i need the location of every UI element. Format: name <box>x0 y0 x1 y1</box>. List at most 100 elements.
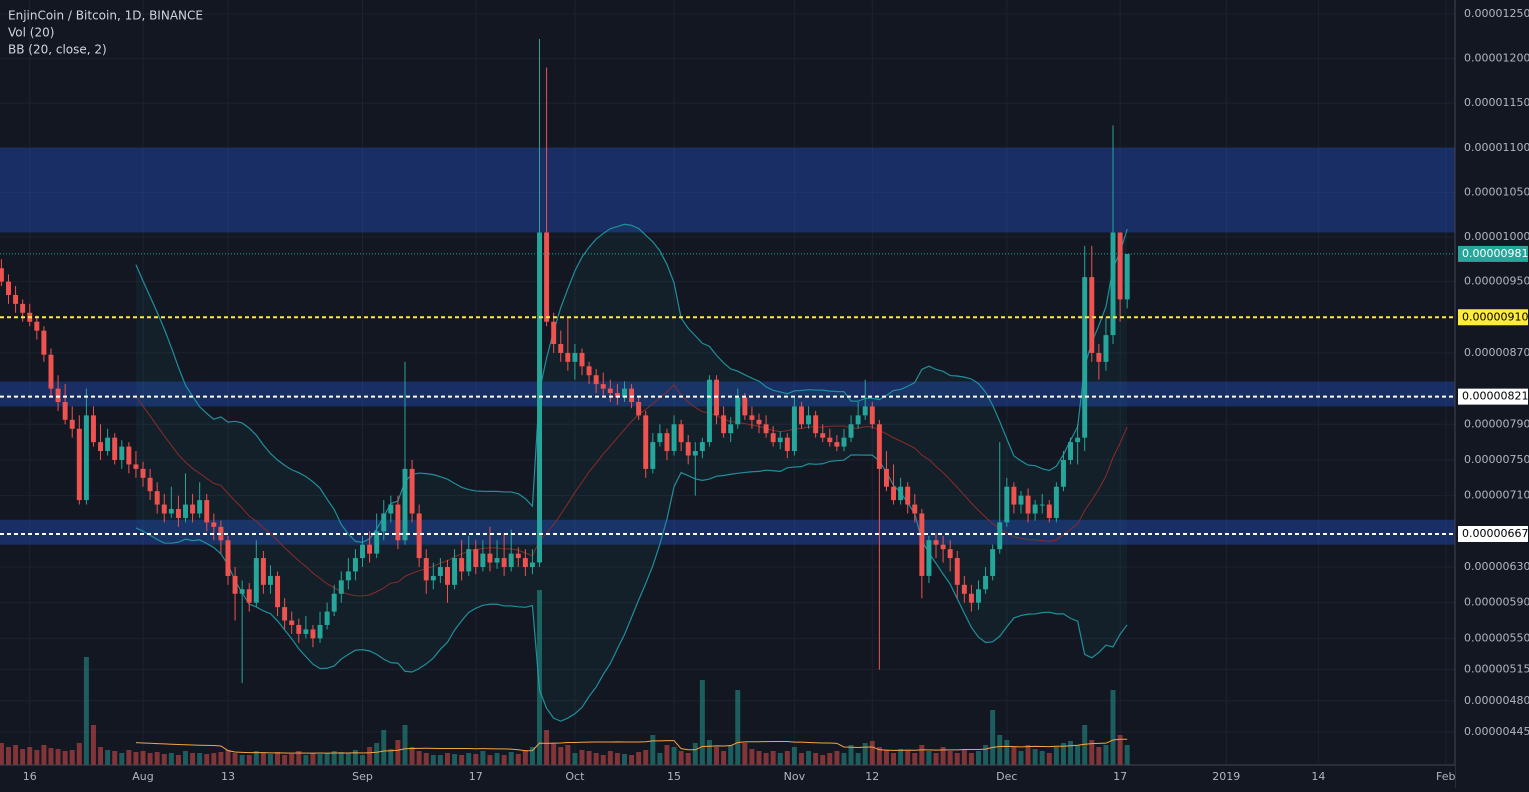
volume-bar <box>480 751 486 765</box>
candle-body <box>678 424 684 443</box>
volume-bar <box>260 753 266 765</box>
volume-bar <box>27 747 33 765</box>
candle-body <box>239 589 245 594</box>
volume-bar <box>1032 749 1038 765</box>
candle-body <box>799 406 804 425</box>
volume-bar <box>806 751 812 765</box>
volume-bar <box>756 751 762 765</box>
candle-body <box>430 575 436 581</box>
candle-body <box>961 584 967 594</box>
y-tick-label: 0.00001150 <box>1464 96 1529 109</box>
candle-body <box>494 558 500 563</box>
candle-body <box>126 446 132 465</box>
volume-bar <box>848 745 854 765</box>
candle-body <box>90 415 96 443</box>
y-tick-label: 0.00000710 <box>1464 489 1529 502</box>
volume-bar <box>105 750 111 765</box>
candle-body <box>983 575 989 590</box>
candle-body <box>692 451 698 456</box>
candle-body <box>303 629 309 634</box>
volume-bar <box>345 753 351 765</box>
candle-body <box>246 589 252 603</box>
candle-body <box>515 553 521 559</box>
candle-body <box>147 477 153 492</box>
volume-bar <box>933 753 939 765</box>
candle-body <box>1124 253 1130 300</box>
volume-bar <box>551 743 557 765</box>
candle-body <box>763 424 769 434</box>
volume-bar <box>876 747 882 765</box>
volume-bar <box>98 747 104 765</box>
volume-bar <box>954 753 960 765</box>
candle-body <box>607 388 613 394</box>
candle-body <box>388 504 394 514</box>
candle-body <box>402 468 408 541</box>
volume-bar <box>381 730 387 765</box>
volume-bar <box>905 751 911 765</box>
candle-body <box>204 500 210 523</box>
volume-bar <box>1004 740 1010 765</box>
x-tick-label: Sep <box>352 770 373 783</box>
volume-bar <box>374 743 380 765</box>
candle-body <box>636 401 642 416</box>
volume-bar <box>331 751 337 765</box>
candle-body <box>657 433 663 443</box>
candle-body <box>876 424 882 469</box>
volume-bar <box>395 740 401 765</box>
volume-bar <box>211 753 217 765</box>
candle-body <box>501 558 507 567</box>
candle-body <box>933 540 939 545</box>
candle-body <box>855 415 861 425</box>
candle-body <box>154 491 160 505</box>
volume-bar <box>55 749 61 765</box>
volume-bar <box>20 749 26 765</box>
volume-bar <box>34 750 40 765</box>
volume-bar <box>1075 745 1081 765</box>
volume-bar <box>13 745 19 765</box>
y-tick-label: 0.00000515 <box>1464 663 1529 676</box>
candle-body <box>437 566 443 576</box>
volume-bar <box>522 750 528 765</box>
level-label-bg <box>1458 525 1528 542</box>
volume-bar <box>749 749 755 765</box>
candle-body <box>98 442 104 452</box>
candle-body <box>706 379 712 443</box>
candle-body <box>827 437 833 443</box>
volume-bar <box>317 754 323 765</box>
volume-bar <box>1082 725 1088 765</box>
candle-body <box>140 468 146 478</box>
volume-bar <box>572 753 578 765</box>
candle-body <box>721 415 727 434</box>
volume-bar <box>409 747 415 765</box>
candle-body <box>968 593 974 603</box>
volume-bar <box>267 754 273 765</box>
volume-bar <box>1068 741 1074 765</box>
candle-body <box>905 486 911 505</box>
volume-bar <box>289 754 295 765</box>
candle-body <box>55 388 61 402</box>
volume-bar <box>529 747 535 765</box>
y-tick-label: 0.00001250 <box>1464 7 1529 20</box>
volume-bar <box>204 754 210 765</box>
candle-body <box>735 397 741 425</box>
candle-body <box>699 442 705 452</box>
x-tick-label: 2019 <box>1212 770 1240 783</box>
volume-bar <box>976 751 981 765</box>
candle-body <box>444 566 450 585</box>
x-tick-label: Oct <box>565 770 585 783</box>
volume-bar <box>544 730 550 765</box>
candle-body <box>423 558 429 581</box>
volume-bar <box>190 753 196 765</box>
volume-bar <box>714 747 720 765</box>
candle-body <box>62 401 68 420</box>
candle-body <box>997 522 1003 550</box>
volume-bar <box>728 745 734 765</box>
candle-body <box>1025 495 1031 514</box>
candle-body <box>487 553 493 563</box>
volume-bar <box>537 590 542 765</box>
candle-body <box>685 442 691 456</box>
candle-body <box>296 624 302 634</box>
volume-bar <box>919 745 925 765</box>
